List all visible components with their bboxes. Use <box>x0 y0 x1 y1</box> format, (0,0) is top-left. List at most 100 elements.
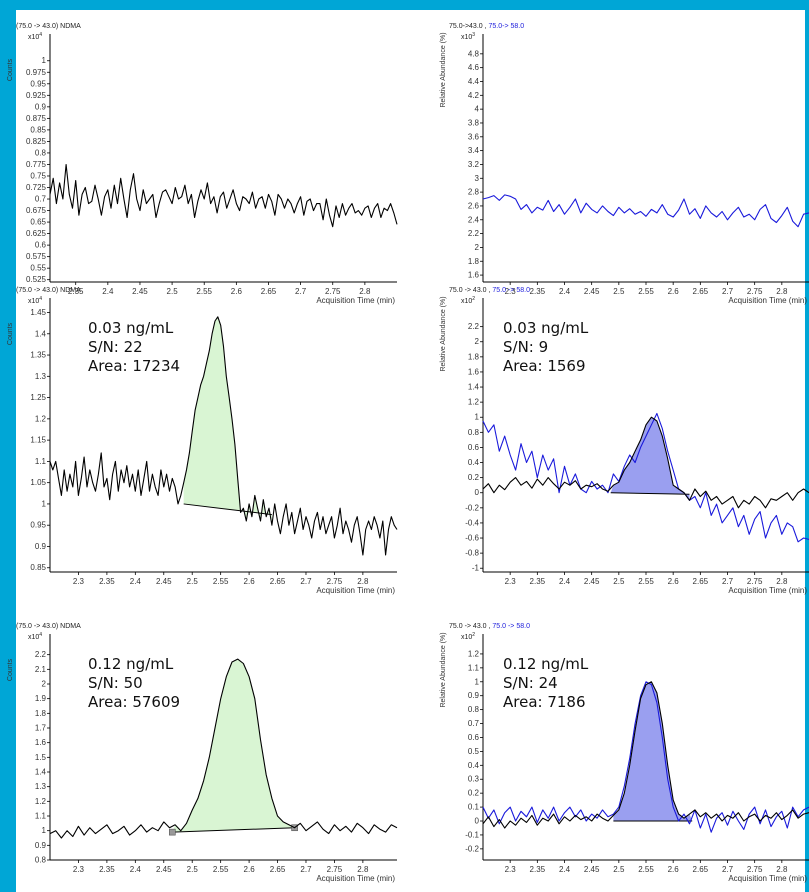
y-tick-label: 1.45 <box>30 308 46 317</box>
y-tick-label: 1.4 <box>468 383 480 392</box>
series-trace-2 <box>482 412 809 543</box>
chart-panel-6: 75.0 -> 43.0 , 75.0 -> 58.0 x102 Relative … <box>440 623 809 883</box>
header-part: (75.0 -> 43.0) NDMA <box>16 623 81 630</box>
y-tick-label: 0.7 <box>35 195 47 204</box>
y-tick-label: 0.2 <box>468 789 480 798</box>
y-axis-label: Relative Abundance (%) <box>440 32 447 107</box>
y-tick-label: 0.75 <box>30 171 46 180</box>
y-tick-label: 3.8 <box>468 118 480 127</box>
x-tick-label: 2.8 <box>776 577 788 586</box>
y-tick-label: 0.8 <box>35 856 47 865</box>
y-tick-label: 1.7 <box>35 724 47 733</box>
y-tick-label: 1 <box>42 56 47 65</box>
header-part: 75.0 -> 43.0 <box>449 287 487 294</box>
x-tick-label: 2.6 <box>668 577 680 586</box>
peak-fill <box>183 316 272 526</box>
series-trace-1 <box>49 316 398 556</box>
peak-annotation-line: Area: 1569 <box>503 357 586 375</box>
peak-baseline <box>172 827 295 833</box>
y-tick-label: 1.9 <box>35 694 47 703</box>
y-tick-label: 1.1 <box>35 812 47 821</box>
header-part: , <box>483 23 489 30</box>
y-tick-label: 0.4 <box>468 458 480 467</box>
x-tick-label: 2.6 <box>244 577 256 586</box>
y-tick-label: 1.35 <box>30 351 46 360</box>
header-part: 75.0 -> 58.0 <box>492 287 530 294</box>
exponent-power: 4 <box>39 632 42 638</box>
chart-header: 75.0->43.0 , 75.0-> 58.0 <box>449 23 524 30</box>
header-part: 75.0 -> 58.0 <box>492 623 530 630</box>
y-axis-label: Relative Abundance (%) <box>440 296 447 371</box>
x-tick-label: 2.35 <box>68 287 84 296</box>
y-tick-label: 1.1 <box>35 457 47 466</box>
y-tick-label: 0.625 <box>26 229 47 238</box>
y-tick-label: 1.25 <box>30 393 46 402</box>
y-tick-label: 0.8 <box>35 148 47 157</box>
header-part: (75.0 -> 43.0) NDMA <box>16 23 81 30</box>
y-tick-label: -0.1 <box>465 830 479 839</box>
y-tick-label: 0.725 <box>26 183 47 192</box>
x-tick-label: 2.8 <box>776 865 788 874</box>
y-tick-label: 0.5 <box>468 747 480 756</box>
series-trace-1 <box>482 416 809 509</box>
y-tick-label: 4.4 <box>468 77 480 86</box>
x-tick-label: 2.7 <box>722 577 734 586</box>
x-tick-label: 2.35 <box>530 865 546 874</box>
x-tick-label: 2.55 <box>213 577 229 586</box>
y-tick-label: 4 <box>475 105 480 114</box>
x-tick-label: 2.3 <box>505 287 517 296</box>
y-tick-label: 0.95 <box>30 79 46 88</box>
y-tick-label: 0.525 <box>26 275 47 284</box>
y-tick-label: 2.2 <box>468 229 480 238</box>
y-tick-label: 0.2 <box>468 473 480 482</box>
y-tick-label: -0.2 <box>465 503 479 512</box>
x-tick-label: 2.35 <box>530 577 546 586</box>
x-tick-label: 2.65 <box>693 577 709 586</box>
x-tick-label: 2.65 <box>270 865 286 874</box>
x-tick-label: 2.45 <box>584 865 600 874</box>
y-tick-label: 3.2 <box>468 160 480 169</box>
y-tick-label: 0.775 <box>26 160 47 169</box>
peak-annotation-line: 0.12 ng/mL <box>88 655 174 673</box>
y-tick-label: 3 <box>475 174 480 183</box>
y-tick-label: 3.4 <box>468 146 480 155</box>
y-tick-label: 0.975 <box>26 68 47 77</box>
x-tick-label: 2.45 <box>156 577 172 586</box>
x-tick-label: 2.65 <box>261 287 277 296</box>
x-tick-label: 2.6 <box>231 287 243 296</box>
y-exponent: x102 <box>461 632 475 641</box>
y-tick-label: 0.7 <box>468 719 480 728</box>
chart-header: (75.0 -> 43.0) NDMA <box>16 623 81 630</box>
x-tick-label: 2.75 <box>747 287 763 296</box>
y-tick-label: 0.6 <box>468 733 480 742</box>
y-tick-label: 1.8 <box>468 257 480 266</box>
peak-annotation-line: S/N: 24 <box>503 674 558 692</box>
peak-fill <box>610 417 690 501</box>
y-exponent: x104 <box>28 296 42 305</box>
x-tick-label: 2.55 <box>638 577 654 586</box>
exponent-base: x10 <box>28 298 39 305</box>
y-tick-label: 0.95 <box>30 521 46 530</box>
y-tick-label: 0.55 <box>30 264 46 273</box>
y-tick-label: 0.65 <box>30 218 46 227</box>
y-tick-label: 0.9 <box>35 542 47 551</box>
y-tick-label: 0 <box>475 488 480 497</box>
y-tick-label: -0.6 <box>465 534 479 543</box>
y-axis-label: Counts <box>7 658 14 681</box>
peak-annotation-line: Area: 57609 <box>88 693 180 711</box>
y-tick-label: 1.6 <box>468 271 480 280</box>
header-part: 75.0->43.0 <box>449 23 483 30</box>
y-tick-label: 1.6 <box>35 738 47 747</box>
x-tick-label: 2.55 <box>213 865 229 874</box>
x-tick-label: 2.5 <box>613 287 625 296</box>
x-tick-label: 2.4 <box>102 287 114 296</box>
exponent-power: 2 <box>472 296 475 302</box>
x-tick-label: 2.55 <box>196 287 212 296</box>
x-axis-label: Acquisition Time (min) <box>316 586 395 595</box>
series-trace-1 <box>482 681 809 829</box>
x-tick-label: 2.75 <box>327 865 343 874</box>
chart-header: (75.0 -> 43.0) NDMA <box>16 287 81 294</box>
x-axis-label: Acquisition Time (min) <box>728 296 807 305</box>
x-tick-label: 2.5 <box>613 865 625 874</box>
y-tick-label: 0.6 <box>35 241 47 250</box>
